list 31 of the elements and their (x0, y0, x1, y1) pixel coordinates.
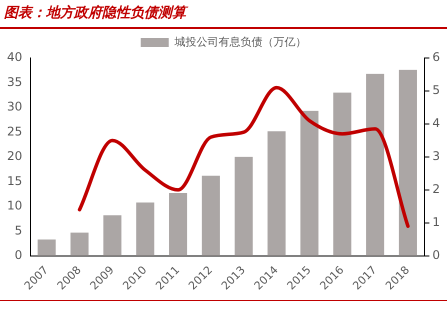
y2-tick-label: 5 (432, 83, 440, 98)
bar (38, 240, 56, 256)
bar (234, 156, 253, 256)
y2-tick-label: 0 (432, 248, 440, 262)
bar (136, 202, 154, 256)
y2-tick-label: 1 (432, 215, 440, 230)
bar (398, 70, 417, 256)
y2-tick-label: 4 (432, 116, 440, 130)
bar (70, 232, 89, 256)
bar (333, 92, 352, 256)
y2-tick-label: 6 (432, 50, 440, 64)
bar (268, 131, 286, 256)
y-tick-label: 30 (6, 100, 22, 114)
y2-tick-label: 3 (432, 149, 440, 164)
y-tick-label: 25 (6, 124, 22, 138)
y-tick-label: 35 (6, 74, 22, 89)
bar (202, 176, 220, 256)
y-tick-label: 15 (6, 174, 22, 188)
bar (103, 215, 122, 256)
y-tick-label: 20 (6, 149, 22, 164)
legend-label: 城投公司有息负债（万亿） (173, 35, 306, 48)
y-tick-label: 10 (6, 198, 22, 213)
line-series (78, 86, 410, 228)
y2-tick-label: 2 (432, 182, 440, 196)
bar (300, 110, 318, 256)
y-tick-label: 0 (14, 248, 22, 262)
bar (366, 74, 384, 256)
y-tick-label: 5 (14, 223, 22, 238)
y-tick-label: 40 (6, 50, 22, 64)
bar (169, 193, 188, 256)
chart-title: 图表：地方政府隐性负债测算 (4, 4, 186, 22)
